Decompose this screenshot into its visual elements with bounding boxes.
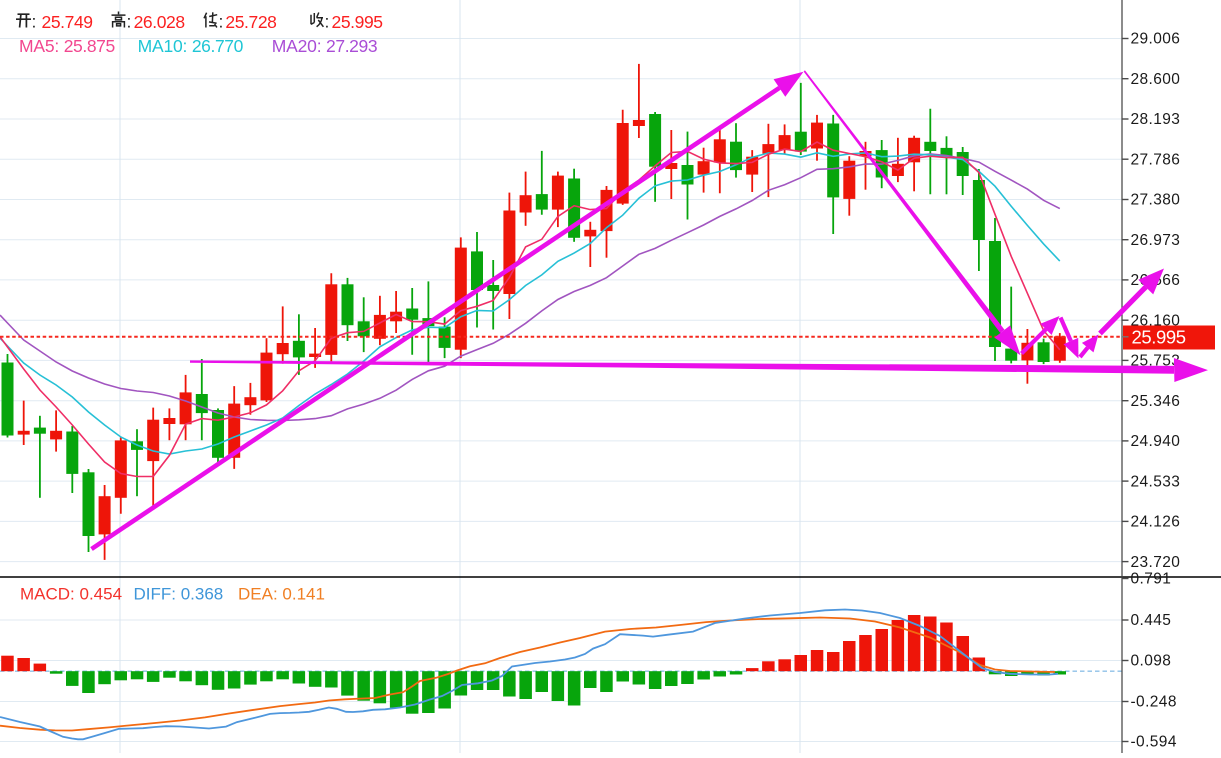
svg-text:26.973: 26.973 [1131, 232, 1181, 249]
svg-text:24.533: 24.533 [1131, 473, 1181, 490]
svg-text:25.753: 25.753 [1131, 353, 1181, 370]
svg-text:25.749: 25.749 [42, 12, 93, 32]
svg-text:-0.594: -0.594 [1131, 734, 1177, 751]
svg-text:27.380: 27.380 [1131, 192, 1181, 209]
svg-text:28.193: 28.193 [1131, 111, 1181, 128]
svg-text:-0.248: -0.248 [1131, 694, 1177, 711]
svg-text:29.006: 29.006 [1131, 31, 1181, 48]
svg-text:MACD: 0.454: MACD: 0.454 [20, 585, 122, 604]
svg-text::: : [32, 12, 37, 32]
svg-text::: : [325, 12, 330, 32]
svg-text:24.940: 24.940 [1131, 433, 1181, 450]
svg-text:25.995: 25.995 [332, 12, 383, 32]
svg-text:28.600: 28.600 [1131, 71, 1181, 88]
svg-text::: : [127, 12, 132, 32]
svg-text:23.720: 23.720 [1131, 554, 1181, 571]
svg-text:25.995: 25.995 [1132, 327, 1186, 348]
svg-text:MA20: 27.293: MA20: 27.293 [272, 36, 377, 56]
svg-text:MA10: 26.770: MA10: 26.770 [138, 36, 244, 56]
svg-text:26.160: 26.160 [1131, 312, 1181, 329]
svg-text:0.098: 0.098 [1131, 653, 1172, 670]
svg-text:25.728: 25.728 [225, 12, 276, 32]
svg-text:MA5: 25.875: MA5: 25.875 [19, 36, 115, 56]
svg-text:27.786: 27.786 [1131, 151, 1181, 168]
svg-text:24.126: 24.126 [1131, 514, 1181, 531]
svg-text:DIFF: 0.368: DIFF: 0.368 [134, 585, 224, 604]
svg-text::: : [219, 12, 224, 32]
svg-text:0.791: 0.791 [1131, 571, 1172, 588]
svg-text:DEA: 0.141: DEA: 0.141 [238, 585, 325, 604]
svg-text:0.445: 0.445 [1131, 612, 1172, 629]
svg-text:25.346: 25.346 [1131, 393, 1181, 410]
svg-text:26.028: 26.028 [134, 12, 185, 32]
